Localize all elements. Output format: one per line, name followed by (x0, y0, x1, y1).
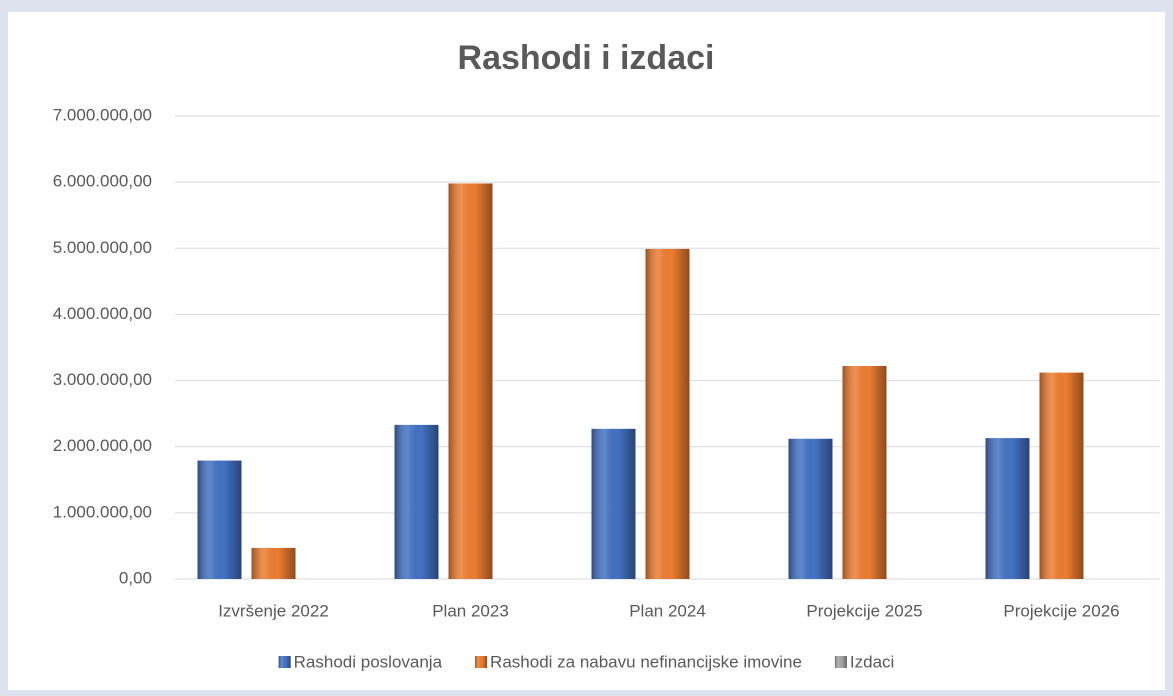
bar-group (985, 438, 1030, 579)
legend-item: Rashodi za nabavu nefinancijske imovine (475, 652, 802, 671)
legend-swatch-shade (475, 656, 488, 668)
legend-swatch-shade (278, 656, 291, 668)
bar-group (448, 183, 493, 580)
legend-label: Izdaci (850, 652, 894, 671)
y-tick-label: 2.000.000,00 (53, 436, 152, 455)
y-tick-label: 0,00 (119, 568, 152, 587)
bar-group (197, 460, 242, 579)
y-tick-label: 3.000.000,00 (53, 370, 152, 389)
x-tick-label: Plan 2024 (629, 601, 706, 620)
x-tick-label: Izvršenje 2022 (218, 601, 329, 620)
chart-title: Rashodi i izdaci (458, 39, 715, 77)
y-tick-label: 6.000.000,00 (53, 172, 152, 191)
bar-shade (394, 424, 439, 579)
y-tick-label: 4.000.000,00 (53, 304, 152, 323)
x-tick-label: Plan 2023 (432, 601, 509, 620)
x-tick-label: Projekcije 2026 (1003, 601, 1119, 620)
bar-shade (1039, 372, 1084, 579)
y-tick-label: 7.000.000,00 (53, 105, 152, 124)
bar-shade (448, 183, 493, 580)
y-tick-label: 5.000.000,00 (53, 238, 152, 257)
bar-group (1039, 372, 1084, 579)
legend-item: Izdaci (834, 652, 894, 671)
legend-item: Rashodi poslovanja (278, 652, 443, 671)
x-tick-label: Projekcije 2025 (806, 601, 922, 620)
bar-shade (591, 428, 636, 579)
bar-group (591, 428, 636, 579)
bar-shade (251, 547, 296, 579)
bar-group (645, 248, 690, 579)
legend-label: Rashodi poslovanja (294, 652, 443, 671)
bar-group (842, 366, 887, 579)
bar-group (251, 547, 296, 579)
bar-shade (985, 438, 1030, 579)
bar-shade (197, 460, 242, 579)
bar-shade (645, 248, 690, 579)
bar-shade (788, 438, 833, 579)
legend-label: Rashodi za nabavu nefinancijske imovine (490, 652, 802, 671)
bar-shade (842, 366, 887, 579)
legend-swatch-shade (834, 656, 847, 668)
bar-group (788, 438, 833, 579)
bar-group (394, 424, 439, 579)
y-tick-label: 1.000.000,00 (53, 502, 152, 521)
